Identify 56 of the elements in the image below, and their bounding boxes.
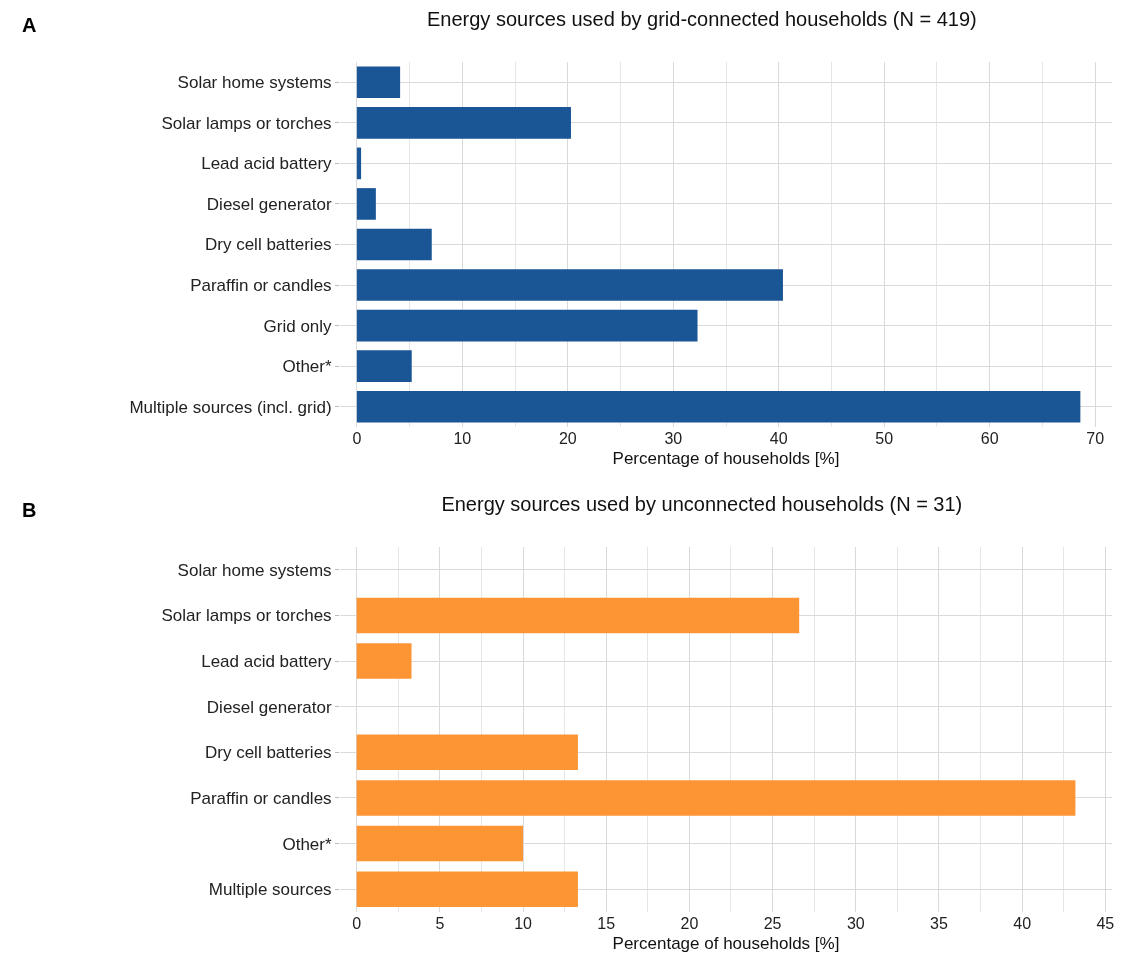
y-tick-label: Multiple sources (incl. grid) xyxy=(129,397,332,417)
y-tick-label: Solar home systems xyxy=(177,560,332,580)
bar xyxy=(356,825,524,862)
bar xyxy=(356,597,800,634)
y-tick-label: Solar home systems xyxy=(177,73,332,93)
y-tick-label: Other* xyxy=(282,834,332,854)
x-tick-label: 40 xyxy=(769,430,788,447)
x-tick-label: 10 xyxy=(514,915,533,932)
x-tick-label: 15 xyxy=(597,915,616,932)
y-tick-label: Other* xyxy=(282,357,332,377)
x-tick-label: 40 xyxy=(1013,915,1032,932)
text: B xyxy=(22,499,37,521)
bar xyxy=(356,269,783,301)
y-tick-label: Dry cell batteries xyxy=(204,235,332,255)
x-axis-title: Percentage of households [%] xyxy=(612,934,840,954)
y-tick-label: Solar lamps or torches xyxy=(161,606,332,626)
y-tick-label: Diesel generator xyxy=(206,697,332,717)
x-tick-label: 0 xyxy=(352,915,362,932)
bar xyxy=(356,66,401,99)
y-tick-label: Paraffin or candles xyxy=(190,788,332,808)
y-tick-label: Diesel generator xyxy=(206,194,332,214)
y-tick-label: Lead acid battery xyxy=(201,652,333,672)
bar xyxy=(356,147,362,180)
chart-title: Energy sources used by grid-connected households (N = 419) xyxy=(426,8,977,31)
y-tick-label: Dry cell batteries xyxy=(204,743,332,763)
bar xyxy=(356,228,432,261)
x-axis-title: Percentage of households [%] xyxy=(612,449,840,469)
x-tick-label: 35 xyxy=(930,915,948,932)
bar xyxy=(356,390,1081,423)
y-tick-label: Grid only xyxy=(263,316,333,336)
y-tick-label: Lead acid battery xyxy=(201,154,333,174)
y-tick-label: Paraffin or candles xyxy=(190,276,332,296)
x-tick-label: 50 xyxy=(875,430,894,447)
y-tick-label: Multiple sources xyxy=(208,880,332,900)
bar xyxy=(356,309,698,342)
x-tick-label: 10 xyxy=(453,430,472,447)
bar xyxy=(356,188,376,220)
chart-title: Energy sources used by unconnected households (N = 31) xyxy=(441,493,963,516)
x-tick-label: 70 xyxy=(1086,430,1105,447)
y-tick-label: Solar lamps or torches xyxy=(161,113,332,133)
bar xyxy=(356,643,412,679)
x-tick-label: 30 xyxy=(664,430,683,447)
bar xyxy=(356,734,578,771)
x-tick-label: 25 xyxy=(763,915,782,932)
x-tick-label: 0 xyxy=(352,430,362,447)
x-tick-label: 60 xyxy=(980,430,999,447)
x-tick-label: 45 xyxy=(1096,915,1115,932)
bar xyxy=(356,871,578,907)
x-tick-label: 20 xyxy=(680,915,699,932)
x-tick-label: 20 xyxy=(558,430,577,447)
x-tick-label: 30 xyxy=(846,915,865,932)
bar xyxy=(356,780,1076,816)
bar xyxy=(356,350,412,382)
text: A xyxy=(22,14,37,36)
x-tick-label: 5 xyxy=(435,915,445,932)
bar xyxy=(356,107,571,139)
